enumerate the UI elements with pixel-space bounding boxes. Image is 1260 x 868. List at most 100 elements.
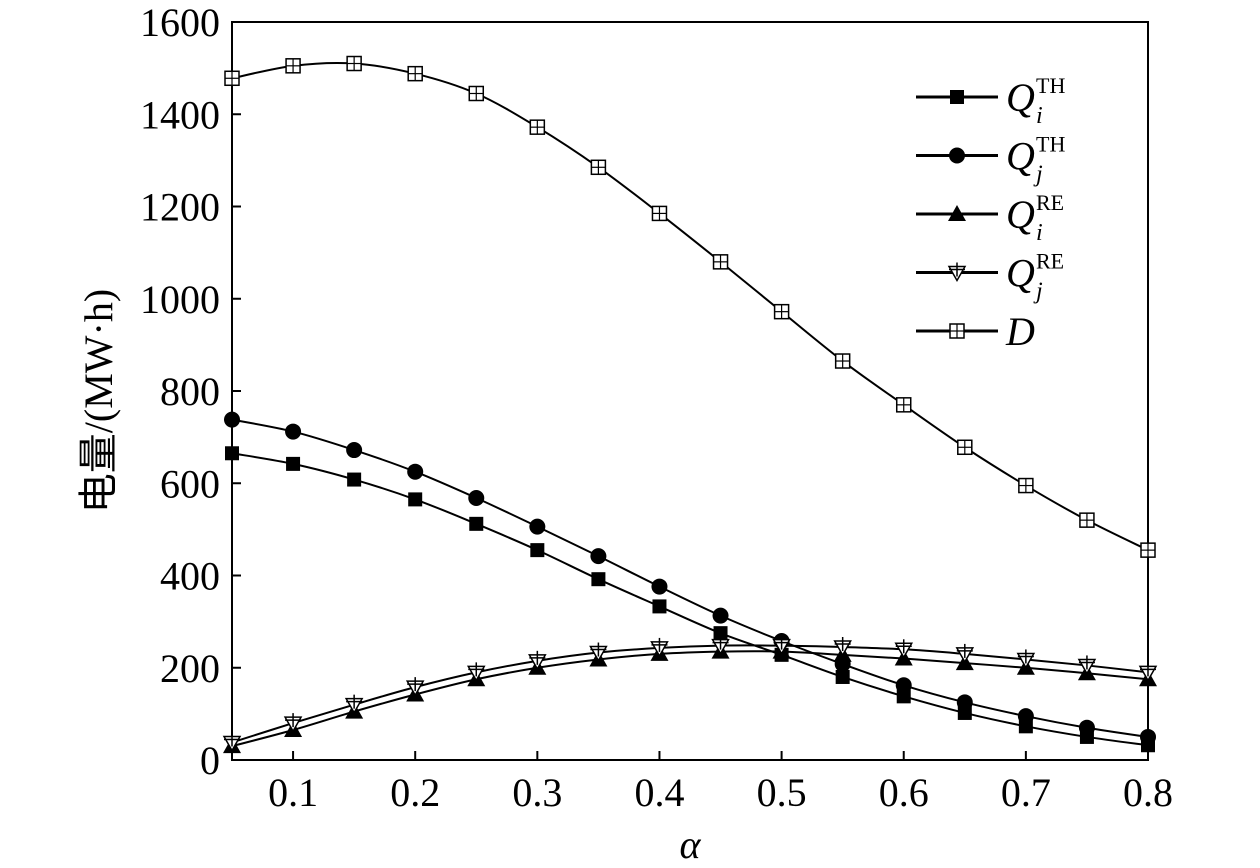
series-line [231, 61, 1149, 552]
data-point [529, 518, 546, 535]
data-point [225, 446, 239, 461]
y-tick-label: 1000 [140, 277, 220, 322]
data-point [285, 423, 302, 440]
legend-label-subscript: i [1036, 220, 1043, 246]
legend-marker [949, 323, 965, 339]
data-point [834, 353, 851, 369]
data-point [895, 397, 912, 413]
data-point [1140, 542, 1156, 558]
data-point [468, 85, 485, 102]
data-point [835, 669, 850, 684]
x-tick-label: 0.3 [512, 770, 562, 815]
x-axis-title: α [680, 822, 702, 867]
y-tick-label: 600 [160, 461, 220, 506]
series-1 [224, 411, 1156, 745]
series-layer [222, 55, 1158, 754]
x-tick-label: 0.8 [1123, 770, 1173, 815]
y-tick-label: 400 [160, 554, 220, 599]
legend-entry: D [916, 309, 1035, 354]
y-axis-title: 电量/(MW·h) [76, 289, 121, 513]
y-tick-label: 200 [160, 646, 220, 691]
x-tick-label: 0.5 [757, 770, 807, 815]
data-point [590, 548, 607, 565]
data-point [285, 58, 301, 74]
data-point [894, 639, 914, 659]
data-point [1079, 512, 1095, 528]
series-3 [222, 635, 1158, 752]
legend-entry: Q RE j [916, 249, 1064, 305]
x-tick-label: 0.7 [1001, 770, 1051, 815]
data-point [1140, 728, 1156, 745]
y-tick-label: 0 [200, 738, 220, 783]
data-point [773, 303, 790, 320]
data-point [407, 463, 424, 480]
legend-label: D [1005, 309, 1035, 354]
legend-marker [950, 90, 964, 104]
legend-marker [949, 147, 965, 164]
data-point [344, 694, 364, 715]
data-point [1138, 662, 1158, 682]
legend-label-superscript: RE [1036, 249, 1064, 274]
y-tick-label: 1400 [140, 92, 220, 137]
data-point [1018, 477, 1034, 494]
series-line [231, 452, 1149, 747]
data-point [957, 439, 973, 456]
data-point [529, 119, 546, 135]
series-line [231, 650, 1149, 748]
x-tick-label: 0.2 [390, 770, 440, 815]
legend-label: Q [1006, 75, 1035, 120]
data-point [651, 205, 668, 222]
legend-label: Q [1006, 192, 1035, 237]
data-point [711, 635, 730, 656]
x-tick-label: 0.6 [879, 770, 929, 815]
x-axis: 0.1 0.2 0.3 0.4 0.5 0.6 0.7 0.8 [268, 751, 1173, 815]
legend-label-subscript: j [1033, 162, 1043, 188]
data-point [405, 677, 425, 697]
legend-label-superscript: RE [1036, 190, 1064, 215]
data-point [528, 650, 547, 671]
data-point [650, 637, 669, 658]
data-point [1078, 719, 1095, 736]
data-point [530, 543, 545, 558]
data-point [589, 642, 608, 663]
series-4 [224, 55, 1156, 558]
data-point [955, 643, 975, 664]
data-point [956, 694, 973, 711]
y-axis: 0 200 400 600 800 1000 1200 1400 1600 [140, 0, 241, 783]
x-tick-label: 0.4 [634, 770, 684, 815]
data-point [224, 411, 240, 428]
legend-label-superscript: TH [1036, 73, 1065, 98]
legend-marker [947, 262, 967, 283]
legend-label: Q [1006, 251, 1035, 296]
data-point [1017, 708, 1034, 725]
data-point [712, 607, 729, 624]
data-point [713, 626, 728, 641]
data-point [895, 677, 912, 694]
data-point [408, 492, 423, 507]
x-tick-label: 0.1 [268, 770, 318, 815]
legend-label: Q [1006, 134, 1035, 179]
data-point [347, 472, 362, 487]
data-point [652, 599, 667, 614]
legend-label-subscript: i [1036, 103, 1043, 129]
data-point [896, 689, 911, 704]
legend-entry: Q TH j [916, 132, 1065, 188]
legend-label-subscript: j [1033, 279, 1043, 305]
data-point [590, 159, 607, 176]
legend-entry: Q TH i [916, 73, 1065, 129]
y-tick-label: 1600 [140, 0, 220, 45]
y-tick-label: 800 [160, 369, 220, 414]
data-point [407, 65, 423, 82]
data-point [591, 572, 606, 587]
legend-entry: Q RE i [916, 190, 1064, 246]
data-point [1077, 655, 1097, 675]
data-point [833, 636, 852, 657]
data-point [468, 490, 485, 507]
data-point [651, 578, 668, 595]
data-point [346, 55, 362, 72]
data-point [466, 662, 486, 682]
series-line [231, 418, 1149, 738]
data-point [772, 635, 791, 656]
